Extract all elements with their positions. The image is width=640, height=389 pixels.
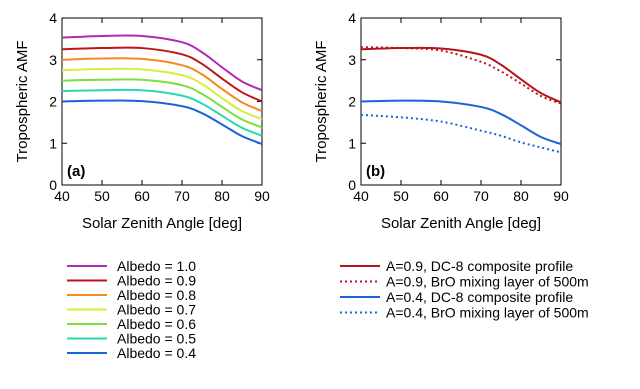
- series-line: [61, 99, 263, 146]
- legend-label: A=0.4, BrO mixing layer of 500m: [386, 305, 589, 321]
- y-tick-label: 4: [49, 10, 57, 26]
- y-tick-label: 2: [49, 94, 57, 110]
- x-tick-label: 60: [433, 188, 449, 204]
- x-tick-label: 80: [214, 188, 230, 204]
- x-tick-label: 70: [473, 188, 489, 204]
- y-tick-label: 2: [348, 94, 356, 110]
- series-line: [360, 46, 562, 104]
- x-tick-label: 50: [393, 188, 409, 204]
- y-tick-label: 1: [348, 135, 356, 151]
- legend-label: Albedo = 0.9: [117, 273, 196, 289]
- legend-label: A=0.4, DC-8 composite profile: [386, 289, 573, 305]
- y-tick-label: 0: [49, 177, 57, 193]
- legend-label: A=0.9, DC-8 composite profile: [386, 258, 573, 274]
- x-tick-label: 70: [174, 188, 190, 204]
- y-axis-label: Tropospheric AMF: [14, 41, 31, 163]
- x-axis-label: Solar Zenith Angle [deg]: [381, 215, 541, 232]
- panel-label: (a): [67, 163, 85, 180]
- legend-label: Albedo = 0.4: [117, 345, 196, 361]
- series-line: [61, 88, 263, 137]
- legend-label: A=0.9, BrO mixing layer of 500m: [386, 274, 589, 290]
- y-tick-label: 4: [348, 10, 356, 26]
- series-line: [61, 46, 263, 103]
- series-line: [61, 34, 263, 92]
- panel-a: 40 50 60 70 80 90 0 1 2 3 4 Solar Zenith Angle [deg…: [14, 10, 270, 232]
- x-tick-label: 50: [94, 188, 110, 204]
- series-line: [61, 57, 263, 113]
- x-axis-label: Solar Zenith Angle [deg]: [82, 215, 242, 232]
- y-axis-label: Tropospheric AMF: [313, 41, 330, 163]
- panel-b: 40 50 60 70 80 90 0 1 2 3 4 Solar Zenith Angle [deg…: [313, 10, 569, 232]
- legend-label: Albedo = 0.6: [117, 316, 196, 332]
- series-line: [61, 67, 263, 120]
- y-tick-label: 3: [49, 52, 57, 68]
- x-tick-label: 90: [254, 188, 270, 204]
- panel-label: (b): [366, 163, 385, 180]
- series-line: [360, 99, 562, 146]
- x-tick-label: 60: [134, 188, 150, 204]
- series-line: [360, 113, 562, 154]
- x-tick-label: 90: [553, 188, 569, 204]
- x-tick-label: 40: [54, 188, 70, 204]
- y-tick-label: 3: [348, 52, 356, 68]
- x-tick-label: 40: [353, 188, 369, 204]
- y-tick-label: 0: [348, 177, 356, 193]
- legend-label: Albedo = 0.5: [117, 331, 196, 347]
- legend-label: Albedo = 0.8: [117, 287, 196, 303]
- y-tick-label: 1: [49, 135, 57, 151]
- legend-label: Albedo = 1.0: [117, 258, 196, 274]
- legend-label: Albedo = 0.7: [117, 302, 196, 318]
- series-line: [360, 46, 562, 105]
- x-tick-label: 80: [513, 188, 529, 204]
- series-line: [61, 78, 263, 129]
